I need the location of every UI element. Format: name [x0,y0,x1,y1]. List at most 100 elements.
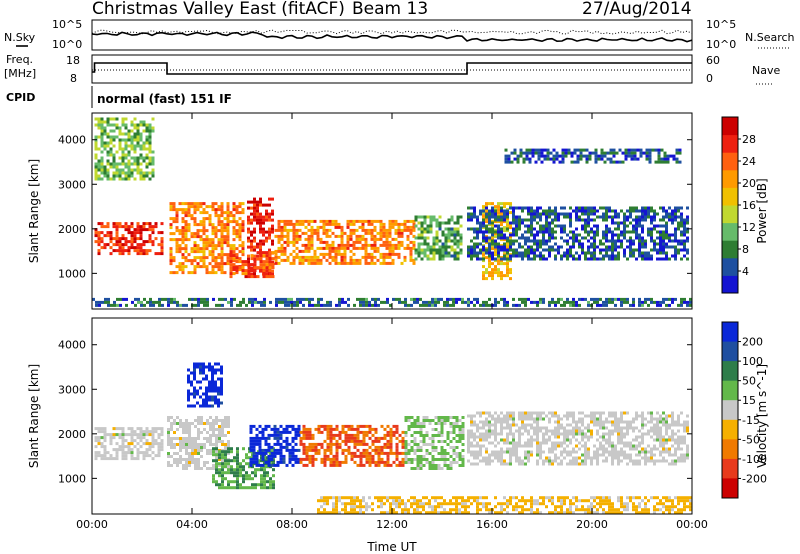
power-cell [97,249,101,253]
velocity-cell [563,441,566,445]
power-cell [497,268,500,272]
power-cell [343,249,347,253]
power-cell [133,147,137,151]
power-cell [181,211,185,215]
power-cell [494,230,497,234]
velocity-cell [524,423,527,427]
power-cell [97,231,101,235]
power-cell [473,245,476,249]
velocity-cell [581,462,584,466]
power-cell [467,248,470,252]
power-cell [437,300,440,304]
power-cell [322,228,326,232]
velocity-cell [485,450,488,454]
power-cell [268,257,272,261]
power-cell [248,297,251,301]
power-cell [97,117,101,121]
velocity-cell [572,411,575,415]
power-cell [121,147,125,151]
power-cell [208,250,212,254]
power-cell [620,303,623,307]
power-cell [441,254,445,258]
power-cell [109,138,113,142]
nsearch-tick-top: 10^5 [706,18,736,31]
power-cell [459,224,463,228]
power-cell [277,240,281,244]
velocity-cell [488,411,491,415]
power-cell [686,215,689,219]
velocity-cell [377,460,381,464]
power-cell [671,245,674,249]
power-cell [623,227,626,231]
velocity-cell [386,430,390,434]
power-cell [629,245,632,249]
power-cell [678,148,682,152]
power-cell [349,228,353,232]
power-cell [217,253,221,257]
power-cell [151,228,155,232]
power-cell [503,254,506,258]
velocity-cell [215,447,218,451]
power-cell [238,266,242,270]
power-cell [506,227,509,231]
power-cell [537,148,541,152]
power-cell [391,252,395,256]
velocity-cell [221,440,224,443]
power-cell [674,254,677,258]
power-cell [680,303,683,307]
power-cell [238,238,242,242]
power-cell [533,233,536,237]
power-cell [265,260,269,264]
velocity-cell [368,451,372,455]
velocity-cell [383,436,387,440]
velocity-cell [596,423,599,427]
power-cell [379,231,383,235]
power-cell [274,252,278,256]
nsky-tick-bottom: 10^0 [52,38,82,51]
power-cell [500,271,503,275]
power-cell [650,233,653,237]
velocity-cell [554,420,557,424]
velocity-cell [197,461,200,464]
power-cell [214,202,218,206]
power-cell [516,160,520,164]
velocity-cell [542,426,545,430]
power-cell [142,123,146,127]
power-cell [506,262,509,266]
velocity-cell [434,416,438,419]
velocity-cell [230,465,233,469]
power-cell [456,239,460,243]
velocity-cell [482,423,485,427]
power-cell [590,245,593,249]
power-cell [250,248,253,252]
velocity-cell [254,468,257,472]
power-cell [656,230,659,234]
velocity-cell [332,442,336,446]
power-cell [298,237,302,241]
velocity-cell [106,457,110,461]
velocity-cell [527,414,530,418]
velocity-cell [305,445,309,449]
power-cell [509,226,512,230]
power-cell [611,239,614,243]
power-cell [482,239,485,243]
power-cell [683,245,686,249]
velocity-cell [437,467,441,470]
power-cell [560,254,563,258]
power-cell [116,297,119,301]
velocity-cell [136,454,140,458]
power-cell [620,221,623,225]
velocity-cell [554,441,557,445]
power-cell [176,300,179,304]
power-cell [139,225,143,229]
velocity-cell [497,459,500,463]
power-cell [617,212,620,216]
power-cell [494,300,497,304]
velocity-cell [353,439,357,443]
velocity-cell [273,448,277,452]
velocity-cell [401,445,405,449]
velocity-cell [249,463,253,467]
power-cell [187,271,191,275]
power-cell [504,148,508,152]
power-cell [585,157,589,161]
